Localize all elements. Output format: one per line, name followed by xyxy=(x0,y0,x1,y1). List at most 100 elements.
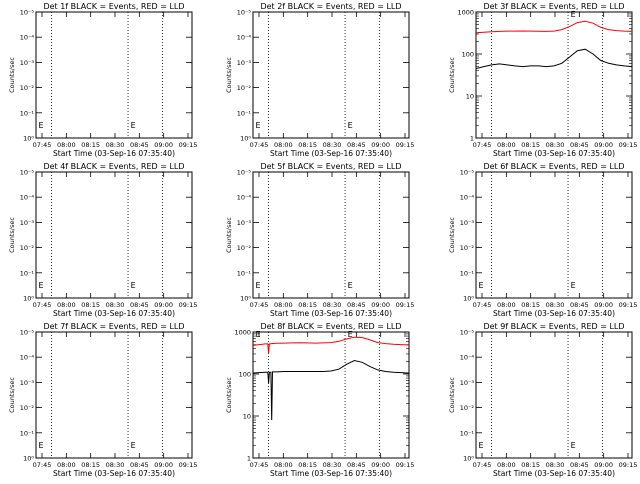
series-line-lld xyxy=(252,336,410,355)
y-tick-label: 100 xyxy=(462,51,474,59)
x-tick-label: 08:00 xyxy=(57,141,76,149)
y-tick-label: 10⁻⁵ xyxy=(20,9,35,17)
e-marker: E xyxy=(348,330,353,339)
x-tick-label: 08:30 xyxy=(546,301,565,309)
y-tick-label: 10⁻¹ xyxy=(460,429,475,437)
y-tick-label: 10⁻² xyxy=(460,244,475,252)
plot-frame xyxy=(35,171,193,299)
e-marker: E xyxy=(348,121,353,130)
x-tick-label: 08:15 xyxy=(521,141,540,149)
chart-title: Det 5f BLACK = Events, RED = LLD xyxy=(260,162,401,171)
x-tick-label: 09:00 xyxy=(154,461,173,469)
y-tick-label: 10⁻⁵ xyxy=(237,169,252,177)
x-axis-label: Start Time (03-Sep-16 07:35:40) xyxy=(53,309,175,318)
e-marker: E xyxy=(571,441,576,450)
x-tick-label: 08:15 xyxy=(521,301,540,309)
x-tick-label: 08:45 xyxy=(347,141,366,149)
y-tick-label: 10⁻² xyxy=(20,84,35,92)
x-tick-label: 08:00 xyxy=(274,141,293,149)
y-tick-label: 10⁻¹ xyxy=(20,109,35,117)
x-axis-label: Start Time (03-Sep-16 07:35:40) xyxy=(493,149,615,158)
e-marker: E xyxy=(571,281,576,290)
x-tick-label: 09:15 xyxy=(179,301,198,309)
x-tick-label: 08:00 xyxy=(497,461,516,469)
chart-9f: Det 9f BLACK = Events, RED = LLD 10⁰ 10⁻¹ 1… xyxy=(448,322,637,478)
y-tick-label: 1000 xyxy=(457,9,474,17)
x-tick-label: 08:15 xyxy=(298,301,317,309)
x-tick-label: 09:00 xyxy=(154,301,173,309)
chart-7f: Det 7f BLACK = Events, RED = LLD 10⁰ 10⁻¹ 1… xyxy=(8,322,197,478)
y-tick-label: 10⁻⁴ xyxy=(460,194,475,202)
x-tick-label: 09:15 xyxy=(619,301,638,309)
x-tick-label: 08:30 xyxy=(323,461,342,469)
y-tick-label: 10⁻⁵ xyxy=(460,169,475,177)
e-marker: E xyxy=(131,441,136,450)
y-axis-label: Counts/sec xyxy=(225,377,233,413)
y-tick-label: 1 xyxy=(247,455,251,463)
y-tick-label: 10⁻³ xyxy=(20,379,35,387)
e-marker: E xyxy=(131,281,136,290)
x-tick-label: 08:30 xyxy=(546,461,565,469)
plot-frame xyxy=(475,331,633,459)
chart-2f: Det 2f BLACK = Events, RED = LLD 10⁰ 10⁻¹ 1… xyxy=(225,2,414,158)
chart-1f: Det 1f BLACK = Events, RED = LLD 10⁰ 10⁻¹ 1… xyxy=(8,2,197,158)
x-tick-label: 09:00 xyxy=(371,461,390,469)
y-tick-label: 10⁻⁴ xyxy=(237,194,252,202)
chart-title: Det 8f BLACK = Events, RED = LLD xyxy=(260,322,401,331)
x-tick-label: 09:15 xyxy=(396,461,415,469)
y-tick-label: 10⁰ xyxy=(463,455,474,463)
x-tick-label: 09:15 xyxy=(396,141,415,149)
chart-title: Det 9f BLACK = Events, RED = LLD xyxy=(483,322,624,331)
series-line-events xyxy=(252,359,410,421)
y-tick-label: 10⁻¹ xyxy=(460,269,475,277)
chart-title: Det 1f BLACK = Events, RED = LLD xyxy=(43,2,184,11)
x-tick-label: 08:30 xyxy=(546,141,565,149)
e-marker: E xyxy=(479,281,484,290)
x-tick-label: 08:15 xyxy=(81,301,100,309)
y-tick-label: 10⁻² xyxy=(20,404,35,412)
x-tick-label: 08:30 xyxy=(106,141,125,149)
y-tick-label: 10⁻⁴ xyxy=(20,354,35,362)
x-tick-label: 09:00 xyxy=(154,141,173,149)
y-tick-label: 10⁰ xyxy=(463,295,474,303)
y-tick-label: 1000 xyxy=(234,329,251,337)
x-tick-label: 07:45 xyxy=(473,461,492,469)
y-tick-label: 10⁻⁵ xyxy=(460,329,475,337)
y-tick-label: 10⁻³ xyxy=(460,379,475,387)
series-line-events xyxy=(475,48,633,70)
x-tick-label: 09:00 xyxy=(594,141,613,149)
y-tick-label: 10⁻² xyxy=(20,244,35,252)
y-tick-label: 10⁻³ xyxy=(20,59,35,67)
x-tick-label: 08:30 xyxy=(323,301,342,309)
x-tick-label: 08:45 xyxy=(347,461,366,469)
y-tick-label: 10⁻¹ xyxy=(20,429,35,437)
x-tick-label: 08:45 xyxy=(570,141,589,149)
y-axis-label: Counts/sec xyxy=(448,217,456,253)
y-tick-label: 10⁰ xyxy=(23,455,34,463)
chart-title: Det 7f BLACK = Events, RED = LLD xyxy=(43,322,184,331)
chart-3f: Det 3f BLACK = Events, RED = LLD 1 10 100 10… xyxy=(448,2,637,158)
x-axis-label: Start Time (03-Sep-16 07:35:40) xyxy=(53,469,175,478)
y-tick-label: 100 xyxy=(239,371,251,379)
x-tick-label: 08:15 xyxy=(298,141,317,149)
y-tick-label: 10⁻⁴ xyxy=(460,354,475,362)
chart-4f: Det 4f BLACK = Events, RED = LLD 10⁰ 10⁻¹ 1… xyxy=(8,162,197,318)
x-tick-label: 07:45 xyxy=(473,141,492,149)
x-tick-label: 09:15 xyxy=(179,461,198,469)
chart-title: Det 4f BLACK = Events, RED = LLD xyxy=(43,162,184,171)
y-axis-label: Counts/sec xyxy=(225,57,233,93)
x-tick-label: 07:45 xyxy=(33,461,52,469)
y-tick-label: 10⁻² xyxy=(460,404,475,412)
y-tick-label: 10⁰ xyxy=(240,295,251,303)
plot-frame xyxy=(252,11,410,139)
e-marker: E xyxy=(256,281,261,290)
x-axis-label: Start Time (03-Sep-16 07:35:40) xyxy=(53,149,175,158)
x-axis-label: Start Time (03-Sep-16 07:35:40) xyxy=(270,149,392,158)
e-marker: E xyxy=(479,441,484,450)
x-tick-label: 07:45 xyxy=(250,141,269,149)
y-tick-label: 10⁻¹ xyxy=(237,269,252,277)
y-tick-label: 10⁻⁵ xyxy=(20,329,35,337)
plot-frame xyxy=(252,331,410,459)
y-tick-label: 10⁻⁴ xyxy=(237,34,252,42)
x-axis-label: Start Time (03-Sep-16 07:35:40) xyxy=(270,469,392,478)
